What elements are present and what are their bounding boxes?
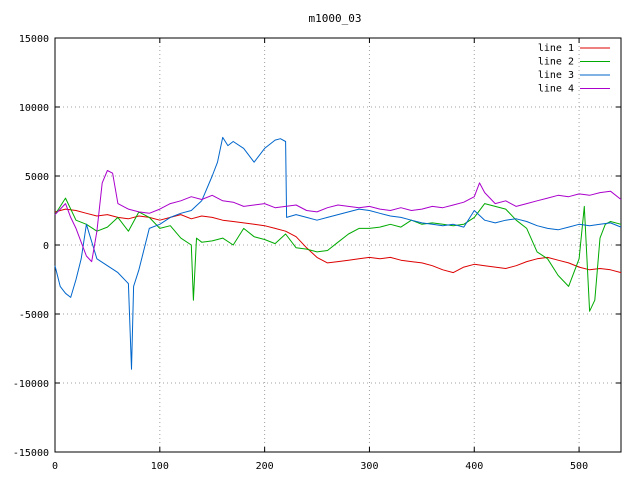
chart-title: m1000_03 — [309, 12, 362, 25]
series-line-4 — [54, 170, 622, 263]
y-tick-label: 15000 — [19, 34, 49, 45]
y-tick-label: -5000 — [19, 310, 49, 321]
grid — [55, 38, 621, 452]
legend-label-3: line 3 — [538, 70, 574, 81]
y-tick-label: -15000 — [13, 448, 49, 459]
x-axis: 0 100 200 300 400 500 — [52, 38, 588, 472]
x-tick-label: 0 — [52, 461, 58, 472]
x-tick-label: 400 — [465, 461, 483, 472]
legend-label-4: line 4 — [538, 84, 574, 95]
series-line-3 — [54, 136, 622, 370]
legend: line 1 line 2 line 3 line 4 — [538, 43, 610, 95]
legend-label-1: line 1 — [538, 43, 574, 54]
x-tick-label: 100 — [151, 461, 169, 472]
y-tick-label: 10000 — [19, 103, 49, 114]
y-axis: 15000 10000 5000 0 -5000 -10000 -15000 — [13, 34, 621, 459]
x-tick-label: 500 — [570, 461, 588, 472]
legend-label-2: line 2 — [538, 57, 574, 68]
y-tick-label: 5000 — [25, 172, 49, 183]
series-line-1 — [54, 208, 622, 274]
x-tick-label: 200 — [256, 461, 274, 472]
y-tick-label: 0 — [43, 241, 49, 252]
series-line-2 — [54, 197, 622, 312]
x-tick-label: 300 — [360, 461, 378, 472]
y-tick-label: -10000 — [13, 379, 49, 390]
series-layer — [54, 136, 622, 370]
